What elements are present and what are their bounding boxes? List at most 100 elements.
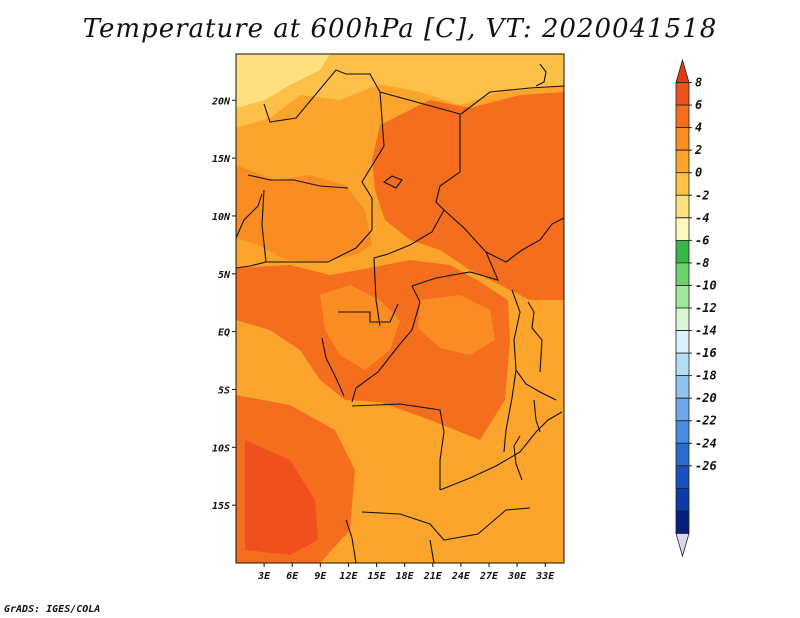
border-ethiopia [485, 217, 564, 263]
y-tick-label: 5N [218, 270, 231, 281]
colorbar-swatch [675, 442, 690, 467]
colorbar-swatch [675, 285, 690, 309]
southern-zone [420, 455, 564, 563]
colorbar-swatch [675, 82, 690, 106]
border-south-sudan [411, 209, 499, 287]
colorbar-swatch [675, 307, 690, 331]
border-sahel [247, 174, 349, 189]
colorbar-label: -24 [695, 436, 717, 450]
colorbar-label: -10 [695, 278, 717, 292]
x-tick-label: 15E [368, 571, 387, 582]
colorbar-label: -22 [695, 414, 717, 428]
colorbar-label: -18 [695, 369, 717, 383]
northern-warm-zone [236, 54, 564, 128]
x-tick-label: 27E [479, 571, 499, 582]
y-tick-label: 5S [218, 385, 230, 396]
colorbar-swatch [675, 172, 690, 196]
sudan-zone [372, 92, 564, 300]
northern-cool-zone [236, 54, 330, 108]
gabon-zone [320, 285, 400, 370]
y-tick-label: 10S [212, 443, 230, 454]
west-africa-zone [236, 165, 372, 262]
colorbar-label: -6 [695, 233, 709, 247]
colorbar-swatch [675, 239, 690, 264]
colorbar-swatch [675, 217, 690, 241]
colorbar-label: 4 [695, 121, 702, 135]
colorbar-label: -4 [695, 211, 709, 225]
colorbar-swatch [675, 104, 690, 129]
colorbar-swatch [675, 262, 690, 286]
border-namibia [361, 507, 531, 541]
coastline-gabon [321, 337, 345, 397]
border-zambia-tanzania [439, 411, 563, 491]
colorbar-swatch [675, 375, 690, 399]
central-basin-zone [418, 295, 495, 355]
y-axis: 20N 15N 10N 5N EQ 5S 10S 15S [211, 96, 236, 512]
colorbar-swatch [675, 330, 690, 354]
temperature-field [236, 54, 564, 563]
map-frame [235, 53, 565, 564]
colorbar-swatch [675, 194, 690, 219]
y-tick-label: 10N [212, 212, 231, 223]
border-niger [263, 69, 385, 199]
border-benin [261, 189, 267, 263]
y-tick-label: 15S [212, 501, 230, 512]
colorbar: 8 6 4 2 0 -2 -4 -6 -8 -10 -12 -14 -16 -18 -20 -22 -24 -26 [675, 58, 717, 558]
border-nigeria [236, 198, 373, 269]
colorbar-label: -8 [695, 256, 709, 270]
x-tick-label: 9E [314, 571, 327, 582]
x-tick-label: 30E [507, 571, 527, 582]
colorbar-label: -26 [695, 459, 717, 473]
border-cameroon-gabon [338, 303, 399, 323]
lake-chad [382, 175, 403, 189]
grads-credit: GrADS: IGES/COLA [4, 604, 101, 615]
border-botswana [429, 539, 435, 563]
x-tick-label: 33E [535, 571, 555, 582]
x-tick-label: 18E [396, 571, 415, 582]
colorbar-swatch [675, 149, 690, 174]
x-tick-label: 21E [423, 571, 443, 582]
x-tick-label: 12E [339, 571, 358, 582]
border-egypt [460, 85, 564, 115]
x-axis: 3E 6E 9E 12E 15E 18E 21E 24E 27E 30E 33E [257, 563, 555, 582]
lake-tanganyika [533, 399, 541, 433]
colorbar-label: -12 [695, 301, 717, 315]
colorbar-swatch [675, 127, 690, 151]
colorbar-swatch [675, 420, 690, 444]
colorbar-swatch [675, 397, 690, 422]
border-angola-zambia [351, 403, 445, 490]
colorbar-swatch [675, 510, 690, 534]
x-tick-label: 3E [257, 571, 271, 582]
colorbar-swatch [675, 487, 690, 512]
border-chad-sudan [379, 91, 461, 211]
colorbar-label: 6 [695, 98, 702, 112]
colorbar-label: -14 [695, 324, 717, 338]
colorbar-label: 0 [695, 166, 702, 180]
colorbar-label: -16 [695, 346, 717, 360]
lake-malawi [513, 435, 523, 481]
colorbar-swatch [675, 533, 690, 558]
border-car [373, 209, 445, 327]
x-tick-label: 24E [451, 571, 471, 582]
colorbar-label: 2 [694, 143, 702, 157]
chart-title: Temperature at 600hPa [C], VT: 202004151… [82, 14, 718, 44]
y-tick-label: 15N [212, 154, 231, 165]
border-kenya [515, 369, 557, 401]
y-tick-label: 20N [211, 96, 231, 107]
y-tick-label: EQ [218, 328, 230, 339]
border-namibia-angola [345, 519, 357, 563]
colorbar-label: -20 [695, 391, 717, 405]
border-congo [351, 285, 421, 403]
colorbar-label: 8 [695, 76, 702, 90]
colorbar-swatch [675, 465, 690, 489]
angola-hot-zone [245, 440, 318, 555]
border-ghana [236, 193, 263, 239]
x-tick-label: 6E [286, 571, 299, 582]
country-borders [236, 63, 564, 563]
border-uganda [527, 301, 543, 373]
sinai-coast [535, 63, 547, 87]
colorbar-label: -2 [695, 188, 709, 202]
colorbar-swatch [675, 58, 690, 83]
colorbar-swatch [675, 352, 690, 377]
